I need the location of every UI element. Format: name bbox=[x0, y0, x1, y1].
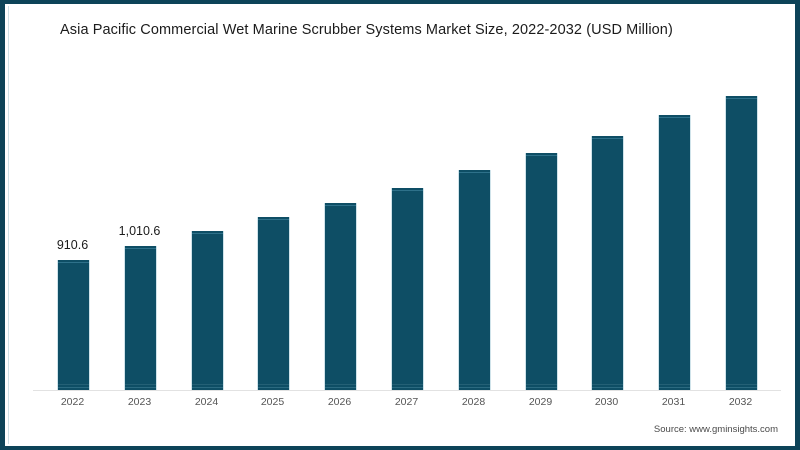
bar-base-line-secondary bbox=[325, 384, 356, 385]
x-axis-label-2024: 2024 bbox=[194, 396, 219, 408]
x-axis-line bbox=[33, 390, 781, 391]
chart-title: Asia Pacific Commercial Wet Marine Scrub… bbox=[60, 22, 673, 38]
bar-top-highlight bbox=[459, 172, 490, 173]
bar-2024[interactable] bbox=[191, 231, 224, 390]
bar-top-highlight bbox=[192, 233, 223, 234]
bar-top-highlight bbox=[526, 155, 557, 156]
bar-2030[interactable] bbox=[591, 136, 624, 390]
bar-2027[interactable] bbox=[391, 188, 424, 390]
bar-base-line-secondary bbox=[192, 384, 223, 385]
bar-base-line bbox=[392, 387, 423, 388]
x-axis-label-2025: 2025 bbox=[260, 396, 285, 408]
bar-base-line-secondary bbox=[258, 384, 289, 385]
inner-rule bbox=[8, 6, 9, 444]
bar-2028[interactable] bbox=[458, 170, 491, 390]
bar-top-highlight bbox=[58, 262, 89, 263]
x-axis-label-2030: 2030 bbox=[594, 396, 619, 408]
x-axis-label-2029: 2029 bbox=[528, 396, 553, 408]
x-axis-label-2023: 2023 bbox=[127, 396, 152, 408]
x-axis-label-2022: 2022 bbox=[60, 396, 85, 408]
x-axis-label-2031: 2031 bbox=[661, 396, 686, 408]
data-label-2022: 910.6 bbox=[56, 238, 89, 252]
frame-border-top bbox=[0, 0, 800, 4]
frame-border-left bbox=[0, 0, 5, 450]
bar-base-line bbox=[325, 387, 356, 388]
bar-base-line-secondary bbox=[459, 384, 490, 385]
bar-2025[interactable] bbox=[257, 217, 290, 390]
bar-base-line-secondary bbox=[526, 384, 557, 385]
bar-top-highlight bbox=[258, 219, 289, 220]
x-axis-label-2027: 2027 bbox=[394, 396, 419, 408]
bar-base-line-secondary bbox=[659, 384, 690, 385]
bar-top-highlight bbox=[125, 248, 156, 249]
frame-border-right bbox=[795, 0, 800, 450]
bar-base-line bbox=[526, 387, 557, 388]
bar-top-highlight bbox=[659, 117, 690, 118]
frame-border-bottom bbox=[0, 446, 800, 450]
bar-2023[interactable] bbox=[124, 246, 157, 390]
bar-2029[interactable] bbox=[525, 153, 558, 390]
bar-base-line-secondary bbox=[592, 384, 623, 385]
bar-2026[interactable] bbox=[324, 203, 357, 390]
bar-base-line bbox=[192, 387, 223, 388]
bar-base-line bbox=[592, 387, 623, 388]
bar-2031[interactable] bbox=[658, 115, 691, 390]
bar-2032[interactable] bbox=[725, 96, 758, 390]
x-axis-label-2028: 2028 bbox=[461, 396, 486, 408]
bar-top-highlight bbox=[392, 190, 423, 191]
bar-base-line bbox=[258, 387, 289, 388]
bar-base-line bbox=[58, 387, 89, 388]
bar-base-line-secondary bbox=[125, 384, 156, 385]
bar-base-line-secondary bbox=[58, 384, 89, 385]
x-axis-label-2026: 2026 bbox=[327, 396, 352, 408]
bar-base-line bbox=[659, 387, 690, 388]
bar-base-line bbox=[726, 387, 757, 388]
data-label-2023: 1,010.6 bbox=[118, 224, 161, 238]
bar-base-line-secondary bbox=[726, 384, 757, 385]
bar-top-highlight bbox=[325, 205, 356, 206]
bar-base-line bbox=[125, 387, 156, 388]
bar-base-line bbox=[459, 387, 490, 388]
x-axis-label-2032: 2032 bbox=[728, 396, 753, 408]
bar-top-highlight bbox=[726, 98, 757, 99]
source-attribution: Source: www.gminsights.com bbox=[653, 424, 778, 435]
bar-2022[interactable] bbox=[57, 260, 90, 390]
bar-top-highlight bbox=[592, 138, 623, 139]
bar-base-line-secondary bbox=[392, 384, 423, 385]
